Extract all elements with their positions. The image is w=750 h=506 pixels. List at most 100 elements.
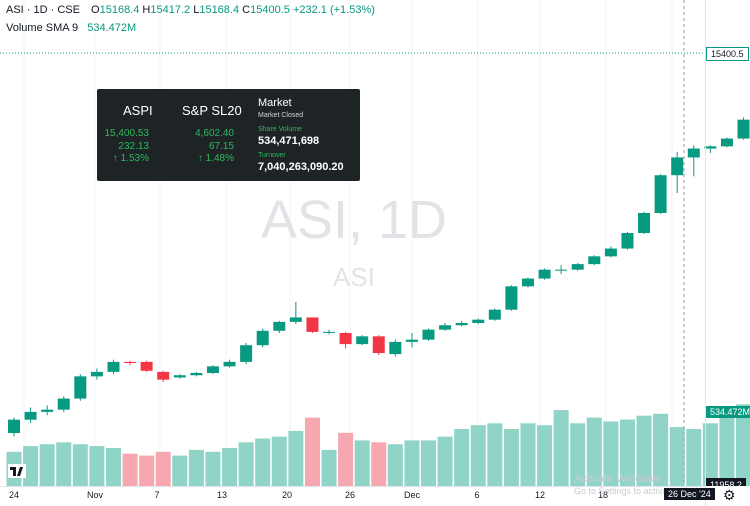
candle-body (58, 399, 70, 410)
sp-name: S&P SL20 (182, 103, 242, 118)
up-arrow-icon: ↑ (113, 153, 121, 164)
volume-bar (520, 423, 535, 486)
x-tick-label: Dec (404, 490, 421, 500)
aspi-change: 232.13 (118, 141, 149, 152)
candle-body (555, 270, 567, 271)
candle-body (423, 330, 435, 340)
volume-bar (106, 448, 121, 486)
candle-body (406, 340, 418, 342)
candle-body (190, 373, 202, 375)
volume-bar (305, 418, 320, 486)
aspi-name: ASPI (123, 103, 153, 118)
candle-body (91, 372, 103, 376)
high-value: 15417.2 (150, 4, 190, 16)
candle-body (738, 120, 750, 139)
settings-gear-icon[interactable]: ⚙ (723, 487, 736, 504)
x-tick-label: 13 (217, 490, 227, 500)
x-tick-label: 12 (535, 490, 545, 500)
ohlc-values: O15168.4 H15417.2 L15168.4 C15400.5 +232… (91, 4, 375, 16)
crosshair-date-tag: 26 Dec '24 (664, 488, 715, 500)
volume-bar (156, 452, 171, 486)
volume-bar (123, 454, 138, 486)
candle-body (655, 175, 667, 213)
volume-scale-tag: 534.472M (706, 406, 750, 418)
volume-bar (73, 444, 88, 486)
volume-bar (670, 427, 685, 486)
candle-body (290, 317, 302, 321)
market-title: Market (258, 97, 292, 109)
volume-legend[interactable]: Volume SMA 9 534.472M (6, 22, 136, 34)
symbol-header: ASI · 1D · CSE O15168.4 H15417.2 L15168.… (6, 4, 375, 16)
candle-body (340, 333, 352, 344)
x-tick-label: 24 (9, 490, 19, 500)
volume-bars (7, 364, 750, 486)
chart-canvas[interactable]: ASI, 1D ASI 24 Nov 7 13 20 26 Dec 6 12 18 Activat… (0, 0, 750, 506)
candle-body (472, 320, 484, 323)
volume-bar (322, 450, 337, 486)
aspi-value: 15,400.53 (105, 128, 150, 139)
volume-bar (471, 425, 486, 486)
candle-body (439, 325, 451, 329)
candle-body (356, 336, 368, 344)
candle-body (721, 139, 733, 147)
volume-bar (371, 442, 386, 486)
volume-bar (487, 423, 502, 486)
change-value: +232.1 (+1.53%) (293, 4, 375, 16)
candle-body (605, 249, 617, 257)
x-axis: 24 Nov 7 13 20 26 Dec 6 12 18 (9, 490, 608, 500)
x-tick-label: 7 (154, 490, 159, 500)
volume-bar (288, 431, 303, 486)
candle-body (273, 322, 285, 331)
x-tick-label: 6 (474, 490, 479, 500)
volume-bar (554, 410, 569, 486)
candle-body (373, 336, 385, 353)
candle-body (8, 420, 20, 433)
volume-value: 534.472M (87, 22, 136, 34)
candle-body (174, 375, 186, 377)
symbol-title[interactable]: ASI · 1D · CSE (6, 4, 80, 16)
watermark-subtitle: ASI (333, 262, 375, 292)
volume-bar (454, 429, 469, 486)
price-scale-tag: 15400.5 (706, 47, 749, 61)
candle-body (240, 345, 252, 362)
volume-bar (89, 446, 104, 486)
candle-body (257, 331, 269, 345)
volume-bar (404, 440, 419, 486)
volume-bar (239, 442, 254, 486)
candle-body (489, 310, 501, 320)
open-value: 15168.4 (100, 4, 140, 16)
volume-bar (272, 437, 287, 486)
candle-body (306, 317, 318, 331)
x-tick-label: 20 (282, 490, 292, 500)
candle-body (323, 332, 335, 333)
watermark-title: ASI, 1D (261, 190, 447, 250)
market-status: Market Closed (258, 112, 303, 119)
close-value: 15400.5 (250, 4, 290, 16)
share-volume-label: Share Volume (258, 126, 302, 133)
volume-sma-label: SMA 9 (46, 22, 78, 34)
tradingview-logo-icon[interactable] (8, 464, 26, 478)
partial-price-tag: 11958.2 (706, 478, 746, 486)
volume-bar (355, 440, 370, 486)
volume-bar (255, 439, 270, 487)
x-tick-label: 26 (345, 490, 355, 500)
candle-body (539, 270, 551, 279)
volume-bar (172, 456, 187, 486)
candle-body (621, 233, 633, 249)
candle-body (224, 362, 236, 366)
aspi-pct: ↑ 1.53% (113, 153, 149, 164)
sp-value: 4,602.40 (195, 128, 234, 139)
sp-pct: ↑ 1.48% (198, 153, 234, 164)
candle-body (107, 362, 119, 372)
market-summary-card: ASPI 15,400.53 232.13 ↑ 1.53% S&P SL20 4… (97, 89, 360, 181)
candle-body (456, 323, 468, 325)
volume-bar (719, 418, 734, 486)
candle-body (157, 372, 169, 380)
candle-body (671, 157, 683, 175)
low-value: 15168.4 (199, 4, 239, 16)
volume-bar (338, 433, 353, 486)
sp-change: 67.15 (209, 141, 234, 152)
volume-bar (388, 444, 403, 486)
candle-body (688, 149, 700, 158)
volume-bar (205, 452, 220, 486)
